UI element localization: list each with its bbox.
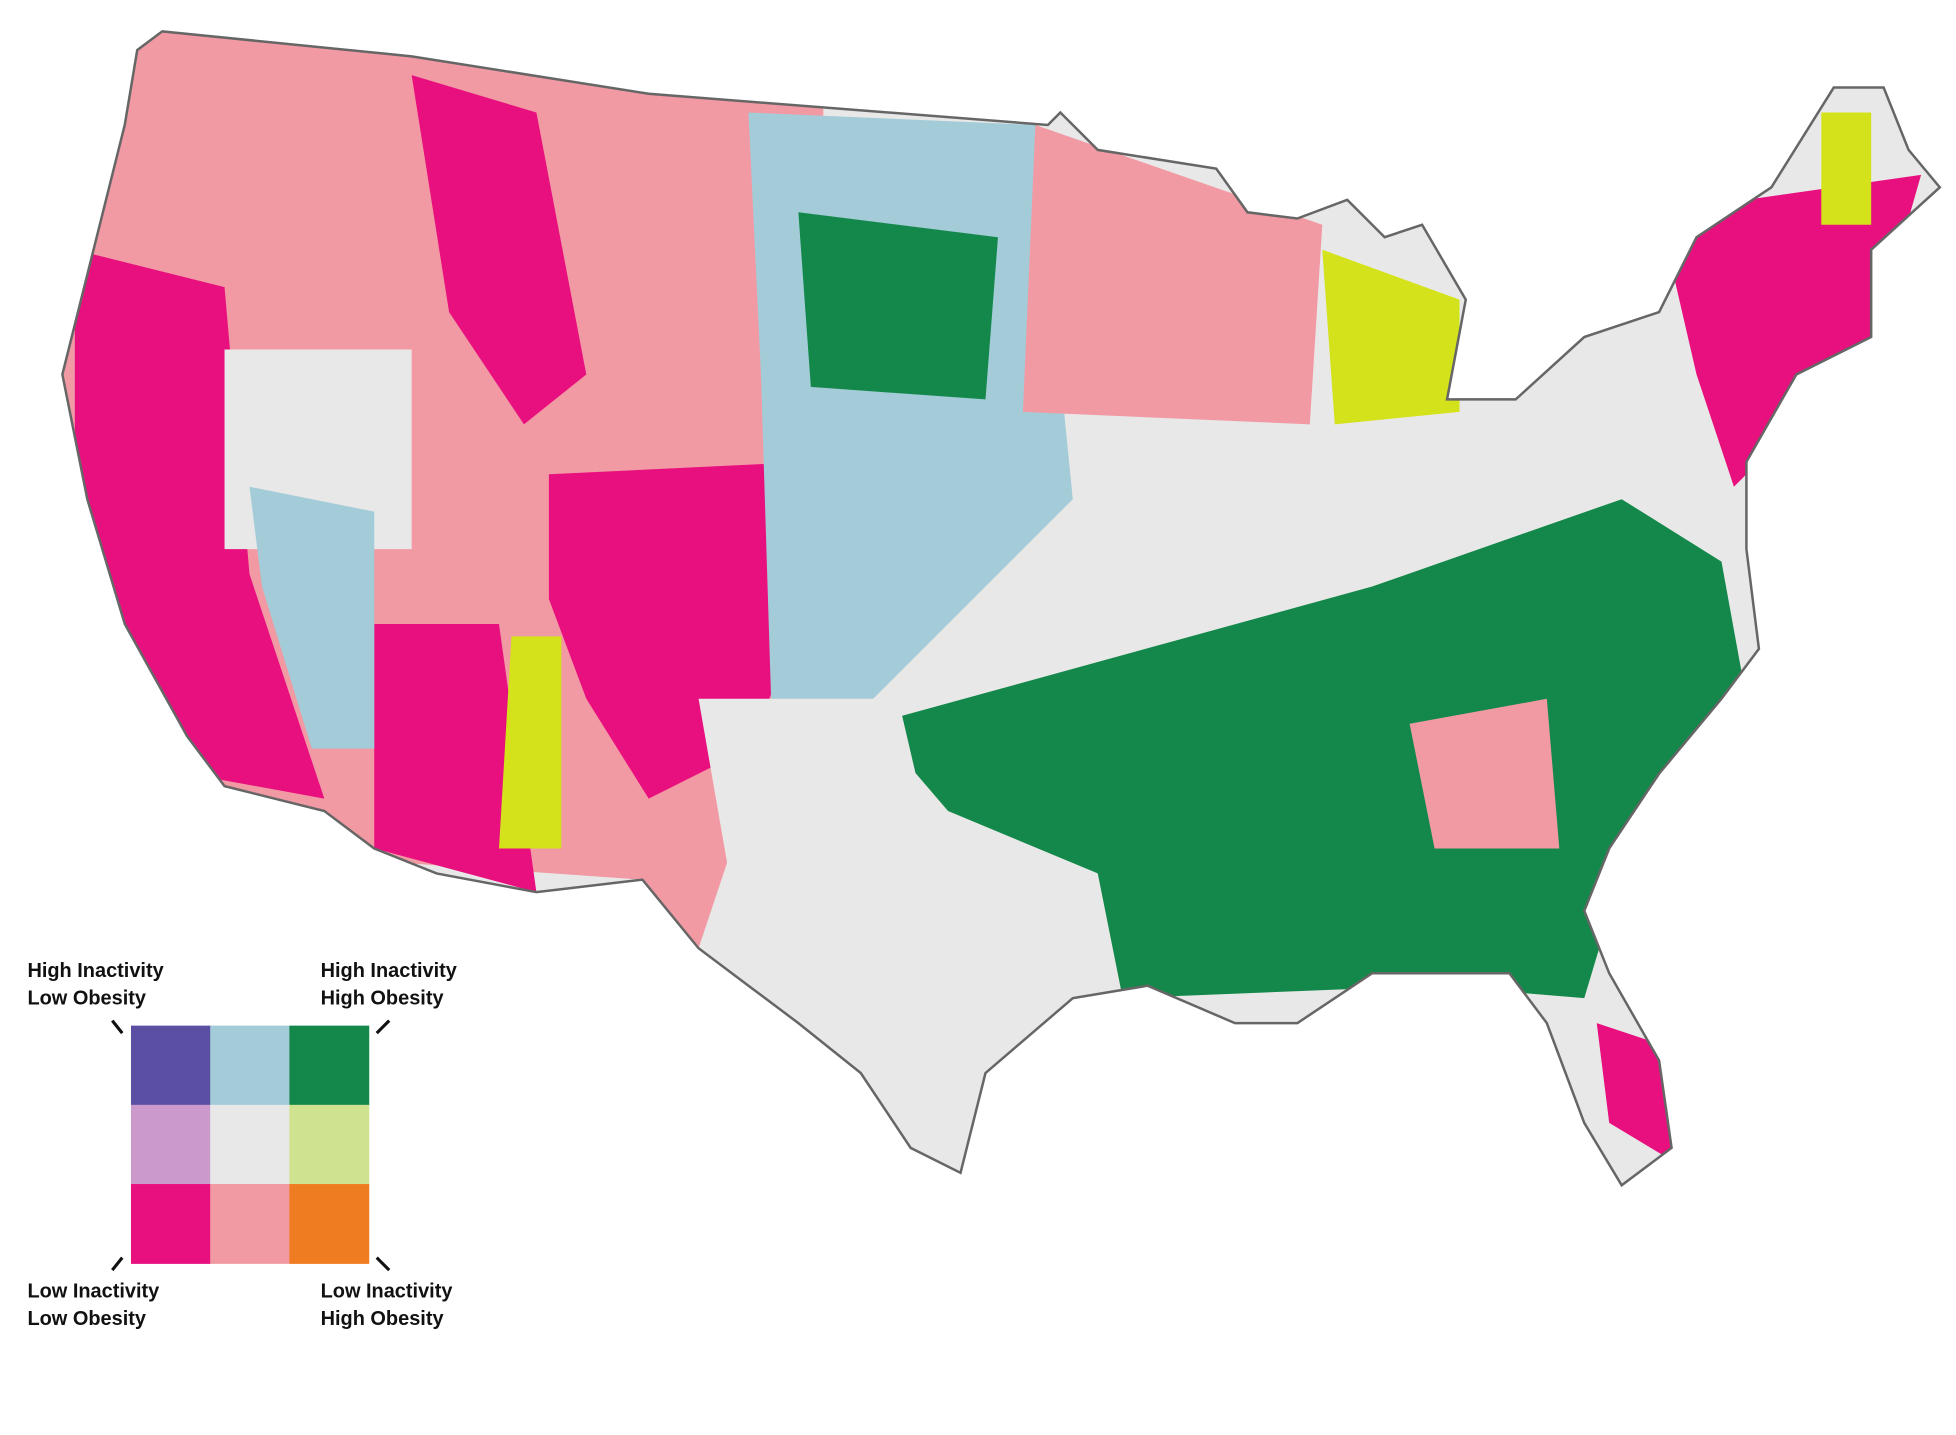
legend-pointer [375, 1256, 391, 1272]
region-carolinas [1409, 698, 1560, 849]
region-arizona [374, 623, 537, 893]
legend-label: High Inactivity [27, 960, 163, 982]
legend-label: High Obesity [321, 987, 444, 1009]
legend-swatch [130, 1025, 211, 1106]
region-southeast [873, 499, 1747, 999]
legend-pointer [111, 1019, 124, 1035]
legend-swatch [130, 1104, 211, 1185]
legend-swatch [210, 1025, 291, 1106]
legend-label: Low Inactivity [27, 1281, 159, 1303]
region-michigan [1322, 249, 1460, 425]
legend-label: Low Obesity [27, 1308, 146, 1330]
legend-label: Low Inactivity [321, 1281, 453, 1303]
legend-swatch [130, 1184, 211, 1264]
region-texas [698, 698, 986, 1123]
legend-label: High Obesity [321, 1308, 444, 1330]
region-dakota [798, 212, 998, 400]
region-florida [1596, 1023, 1672, 1161]
region-northeast [1659, 174, 1922, 487]
region-nevada-south [249, 486, 375, 749]
legend-swatch [210, 1104, 291, 1185]
legend: High Inactivity Low Obesity High Inactiv… [27, 960, 456, 1330]
region-idaho [411, 75, 587, 425]
legend-label: Low Obesity [27, 987, 146, 1009]
legend-swatch [289, 1184, 370, 1264]
legend-swatch [289, 1104, 370, 1185]
legend-label: High Inactivity [321, 960, 457, 982]
legend-pointer [375, 1019, 391, 1035]
region-maine [1821, 112, 1872, 225]
legend-swatch [210, 1184, 291, 1264]
legend-pointer [111, 1256, 124, 1272]
region-nm [498, 636, 562, 849]
legend-swatch [289, 1025, 370, 1106]
